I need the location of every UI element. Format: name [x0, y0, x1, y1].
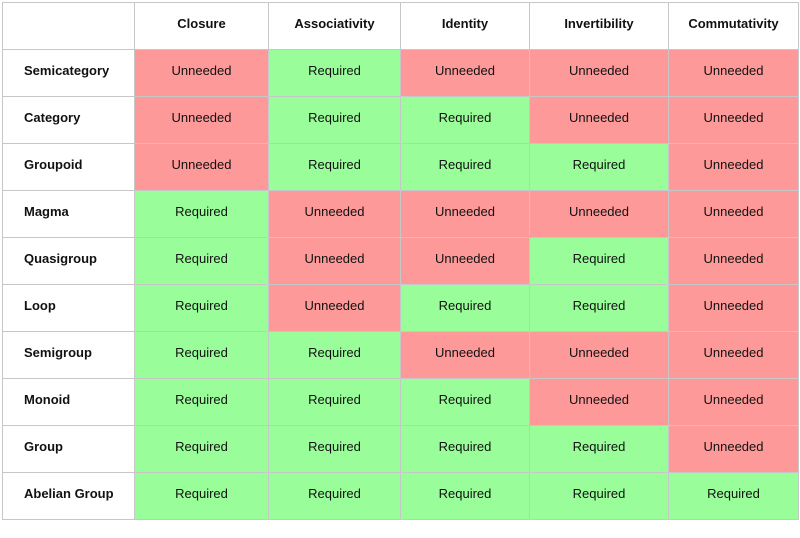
table-cell: Required — [400, 378, 530, 426]
table-cell: Required — [529, 425, 669, 473]
table-header: Closure Associativity Identity Invertibi… — [2, 2, 799, 50]
table-cell: Unneeded — [134, 49, 269, 97]
table-cell: Unneeded — [668, 143, 799, 191]
table-row: Monoid Required Required Required Unneeded Un… — [2, 378, 799, 426]
table-row: Category Unneeded Required Required Unneeded… — [2, 96, 799, 144]
table-cell: Required — [400, 143, 530, 191]
table-cell: Required — [400, 96, 530, 144]
table-row: Semigroup Required Required Unneeded Unneede… — [2, 331, 799, 379]
algebraic-structures-table: Closure Associativity Identity Invertibi… — [2, 2, 799, 520]
table-row: Group Required Required Required Required Unn… — [2, 425, 799, 473]
column-header: Associativity — [268, 2, 401, 50]
table-cell: Unneeded — [668, 378, 799, 426]
table-cell: Unneeded — [400, 331, 530, 379]
row-label: Loop — [2, 284, 135, 332]
table-cell: Required — [268, 143, 401, 191]
row-label: Quasigroup — [2, 237, 135, 285]
table-cell: Required — [529, 472, 669, 520]
table-cell: Unneeded — [400, 237, 530, 285]
row-label: Group — [2, 425, 135, 473]
table-cell: Unneeded — [668, 284, 799, 332]
table-row: Quasigroup Required Unneeded Unneeded Requir… — [2, 237, 799, 285]
table-cell: Unneeded — [268, 284, 401, 332]
row-label: Semigroup — [2, 331, 135, 379]
row-label: Category — [2, 96, 135, 144]
table-cell: Required — [668, 472, 799, 520]
row-label: Semicategory — [2, 49, 135, 97]
table-cell: Required — [134, 190, 269, 238]
table-cell: Required — [268, 425, 401, 473]
table-cell: Unneeded — [668, 331, 799, 379]
column-header: Invertibility — [529, 2, 669, 50]
table-cell: Required — [268, 96, 401, 144]
table-cell: Required — [134, 425, 269, 473]
corner-cell — [2, 2, 135, 50]
column-header: Closure — [134, 2, 269, 50]
table-cell: Required — [134, 237, 269, 285]
table-cell: Unneeded — [668, 190, 799, 238]
table-row: Groupoid Unneeded Required Required Required… — [2, 143, 799, 191]
table-cell: Unneeded — [668, 425, 799, 473]
table-cell: Required — [529, 284, 669, 332]
table-cell: Required — [400, 425, 530, 473]
table-cell: Required — [400, 284, 530, 332]
table-body: Semicategory Unneeded Required Unneeded Unne… — [2, 49, 799, 520]
table-cell: Required — [134, 284, 269, 332]
table-cell: Required — [400, 472, 530, 520]
table-cell: Unneeded — [668, 96, 799, 144]
column-header: Identity — [400, 2, 530, 50]
table-cell: Unneeded — [668, 237, 799, 285]
table-cell: Required — [268, 49, 401, 97]
table-row: Semicategory Unneeded Required Unneeded Unne… — [2, 49, 799, 97]
table-cell: Required — [134, 472, 269, 520]
table-cell: Unneeded — [529, 378, 669, 426]
table-cell: Unneeded — [668, 49, 799, 97]
table-cell: Unneeded — [268, 190, 401, 238]
table-cell: Unneeded — [529, 96, 669, 144]
table-cell: Unneeded — [529, 49, 669, 97]
table-cell: Required — [134, 378, 269, 426]
table-cell: Unneeded — [400, 49, 530, 97]
table-cell: Required — [268, 378, 401, 426]
table-cell: Unneeded — [268, 237, 401, 285]
row-label: Monoid — [2, 378, 135, 426]
table-cell: Unneeded — [134, 96, 269, 144]
table-row: Magma Required Unneeded Unneeded Unneeded Unn… — [2, 190, 799, 238]
table-row: Abelian Group Required Required Required Req… — [2, 472, 799, 520]
table-cell: Unneeded — [529, 331, 669, 379]
table-row: Loop Required Unneeded Required Required Unne… — [2, 284, 799, 332]
row-label: Groupoid — [2, 143, 135, 191]
row-label: Abelian Group — [2, 472, 135, 520]
table-cell: Required — [268, 472, 401, 520]
table-cell: Unneeded — [134, 143, 269, 191]
table-cell: Required — [529, 143, 669, 191]
column-header: Commutativity — [668, 2, 799, 50]
table-cell: Unneeded — [400, 190, 530, 238]
table-cell: Unneeded — [529, 190, 669, 238]
table-cell: Required — [134, 331, 269, 379]
header-row: Closure Associativity Identity Invertibi… — [2, 2, 799, 50]
table-cell: Required — [268, 331, 401, 379]
row-label: Magma — [2, 190, 135, 238]
table-cell: Required — [529, 237, 669, 285]
